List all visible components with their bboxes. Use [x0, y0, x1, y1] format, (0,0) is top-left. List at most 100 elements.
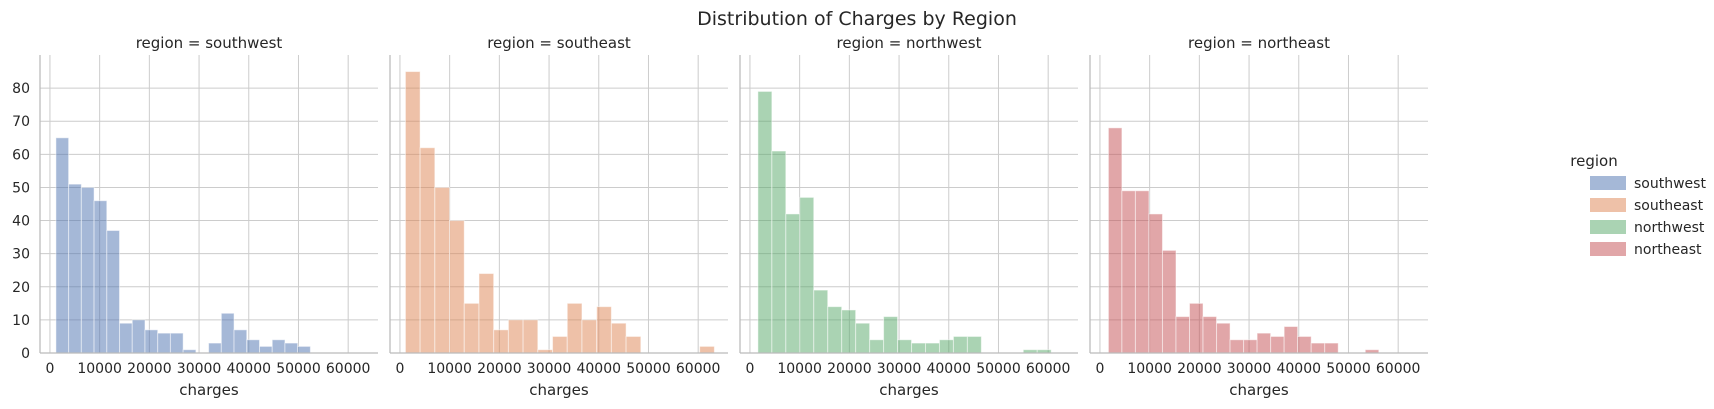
legend-item-northeast: northeast [1590, 242, 1702, 258]
facet-panel-southeast: 0 10000 20000 30000 40000 50000 60000 region = … [389, 34, 728, 399]
legend-item-southwest: southwest [1590, 176, 1706, 192]
x-tick-label: 50000 [626, 361, 671, 377]
histogram-bar [1161, 249, 1177, 354]
facet-title: region = southeast [487, 34, 631, 52]
x-tick-label: 50000 [1326, 361, 1371, 377]
figure-title: Distribution of Charges by Region [697, 8, 1017, 30]
x-tick-label: 40000 [926, 361, 971, 377]
y-tick-label: 50 [12, 180, 30, 196]
x-tick-label: 0 [395, 361, 404, 377]
x-tick-label: 20000 [477, 361, 522, 377]
histogram-bar [434, 186, 451, 354]
x-tick-label: 60000 [326, 361, 371, 377]
legend-swatch [1590, 220, 1626, 234]
x-axis-label: charges [1229, 381, 1289, 399]
histogram-bar [157, 332, 171, 354]
histogram-bar [625, 335, 642, 354]
histogram-bar [911, 342, 927, 354]
histogram-bar [1107, 127, 1123, 354]
x-tick-label: 30000 [877, 361, 922, 377]
histogram-bar [1175, 316, 1191, 354]
histogram-bar [522, 319, 539, 354]
legend-label: southeast [1634, 198, 1704, 214]
histogram-bar [449, 220, 465, 354]
legend-swatch [1590, 242, 1626, 256]
histogram-bar [813, 289, 829, 354]
x-tick-label: 10000 [777, 361, 822, 377]
facet-title: region = southwest [136, 34, 283, 52]
histogram-bar [259, 345, 273, 354]
histogram-bar [1202, 316, 1218, 354]
histogram-bar [552, 335, 568, 354]
histogram-bar [463, 302, 480, 354]
histogram-bar [855, 322, 871, 354]
y-tick-label: 20 [12, 280, 30, 296]
x-tick-label: 0 [1095, 361, 1104, 377]
histogram-bar [581, 319, 598, 354]
histogram-bar [208, 342, 222, 354]
x-tick-label: 60000 [676, 361, 721, 377]
histogram-bar [771, 150, 787, 354]
histogram-bar [869, 339, 885, 354]
histogram-bar [271, 339, 286, 354]
facet-panel-northwest: 0 10000 20000 30000 40000 50000 60000 region = … [739, 34, 1078, 399]
histogram-bar [785, 213, 801, 354]
histogram-bar [1134, 190, 1150, 354]
x-tick-label: 50000 [976, 361, 1021, 377]
facet-panels: 0 10000 20000 30000 40000 50000 60000010203040… [12, 34, 1428, 399]
histogram-bar [1256, 332, 1272, 354]
histogram-bar [610, 322, 627, 354]
legend-item-northwest: northwest [1590, 220, 1705, 236]
x-axis-label: charges [179, 381, 239, 399]
x-tick-label: 20000 [127, 361, 172, 377]
x-tick-label: 20000 [827, 361, 872, 377]
facet-panel-southwest: 0 10000 20000 30000 40000 50000 60000 0 10 20 30 40… [12, 34, 378, 399]
histogram-bar [966, 335, 982, 354]
x-tick-label: 0 [45, 361, 54, 377]
legend: region southwest southeast northwest northea… [1570, 152, 1706, 258]
histogram-bar [897, 339, 913, 354]
histogram-bar [119, 322, 133, 354]
histogram-bar [220, 312, 235, 354]
histogram-bar [169, 332, 184, 354]
x-tick-label: 30000 [527, 361, 572, 377]
histogram-bar [93, 200, 108, 354]
x-tick-label: 40000 [226, 361, 271, 377]
histogram-bar [1229, 339, 1245, 354]
histogram-bar [233, 329, 248, 354]
histogram-bar [596, 306, 612, 354]
histogram-bar [1324, 342, 1339, 354]
y-tick-label: 10 [12, 313, 30, 329]
legend-label: northeast [1634, 242, 1702, 258]
x-tick-label: 10000 [77, 361, 122, 377]
y-tick-label: 40 [12, 214, 30, 230]
legend-swatch [1590, 176, 1626, 190]
histogram-bar [1121, 190, 1136, 354]
x-tick-label: 20000 [1177, 361, 1222, 377]
histogram-bar [144, 329, 159, 354]
histogram-bar [952, 335, 968, 354]
histogram-bar [284, 342, 299, 354]
x-tick-label: 10000 [427, 361, 472, 377]
x-axis-label: charges [529, 381, 589, 399]
histogram-bar [246, 339, 261, 354]
histogram-bar [1216, 322, 1231, 354]
legend-title: region [1570, 152, 1617, 170]
histogram-bar [799, 196, 815, 354]
histogram-bar [938, 339, 954, 354]
histogram-bar [493, 329, 509, 354]
x-tick-label: 40000 [1276, 361, 1321, 377]
histogram-bar [883, 316, 899, 354]
y-tick-label: 0 [21, 346, 30, 362]
histogram-bar [757, 90, 773, 354]
facet-title: region = northeast [1188, 34, 1330, 52]
histogram-bar [106, 229, 121, 354]
histogram-bar [131, 319, 146, 354]
histogram-bar [841, 309, 857, 354]
x-tick-label: 50000 [276, 361, 321, 377]
histogram-bar [404, 71, 421, 354]
x-tick-label: 30000 [177, 361, 222, 377]
facet-panel-northeast: 0 10000 20000 30000 40000 50000 60000 region = … [1089, 34, 1428, 399]
histogram-bar [925, 342, 940, 354]
x-tick-label: 10000 [1127, 361, 1172, 377]
